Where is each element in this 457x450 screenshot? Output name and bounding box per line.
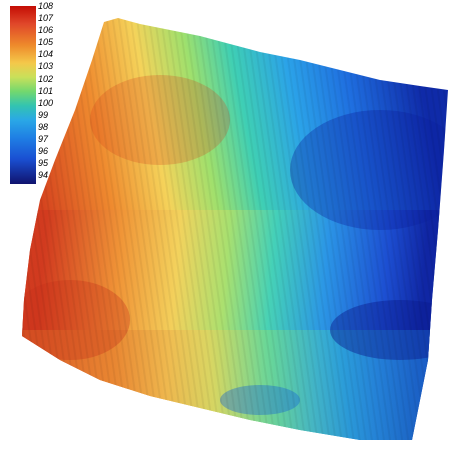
legend-label: 102: [38, 73, 54, 84]
legend-label: 97: [38, 134, 49, 145]
legend-label: 105: [38, 37, 54, 48]
legend-label: 100: [38, 97, 54, 108]
legend-label: 101: [38, 85, 54, 96]
legend-label: 94: [38, 170, 49, 181]
color-scale-bar: [10, 6, 36, 184]
legend-label: 103: [38, 61, 54, 72]
elevation-legend: 108 107 106 105 104 103 102 101 100 99 9…: [10, 1, 70, 191]
legend-label: 108: [38, 1, 54, 11]
legend-label: 107: [38, 13, 54, 24]
legend-label: 106: [38, 25, 54, 36]
legend-label: 104: [38, 49, 54, 60]
legend-label: 96: [38, 146, 49, 157]
legend-label: 95: [38, 158, 49, 169]
legend-labels: 108 107 106 105 104 103 102 101 100 99 9…: [38, 0, 53, 181]
legend-label: 99: [38, 109, 49, 120]
legend-label: 98: [38, 121, 49, 132]
